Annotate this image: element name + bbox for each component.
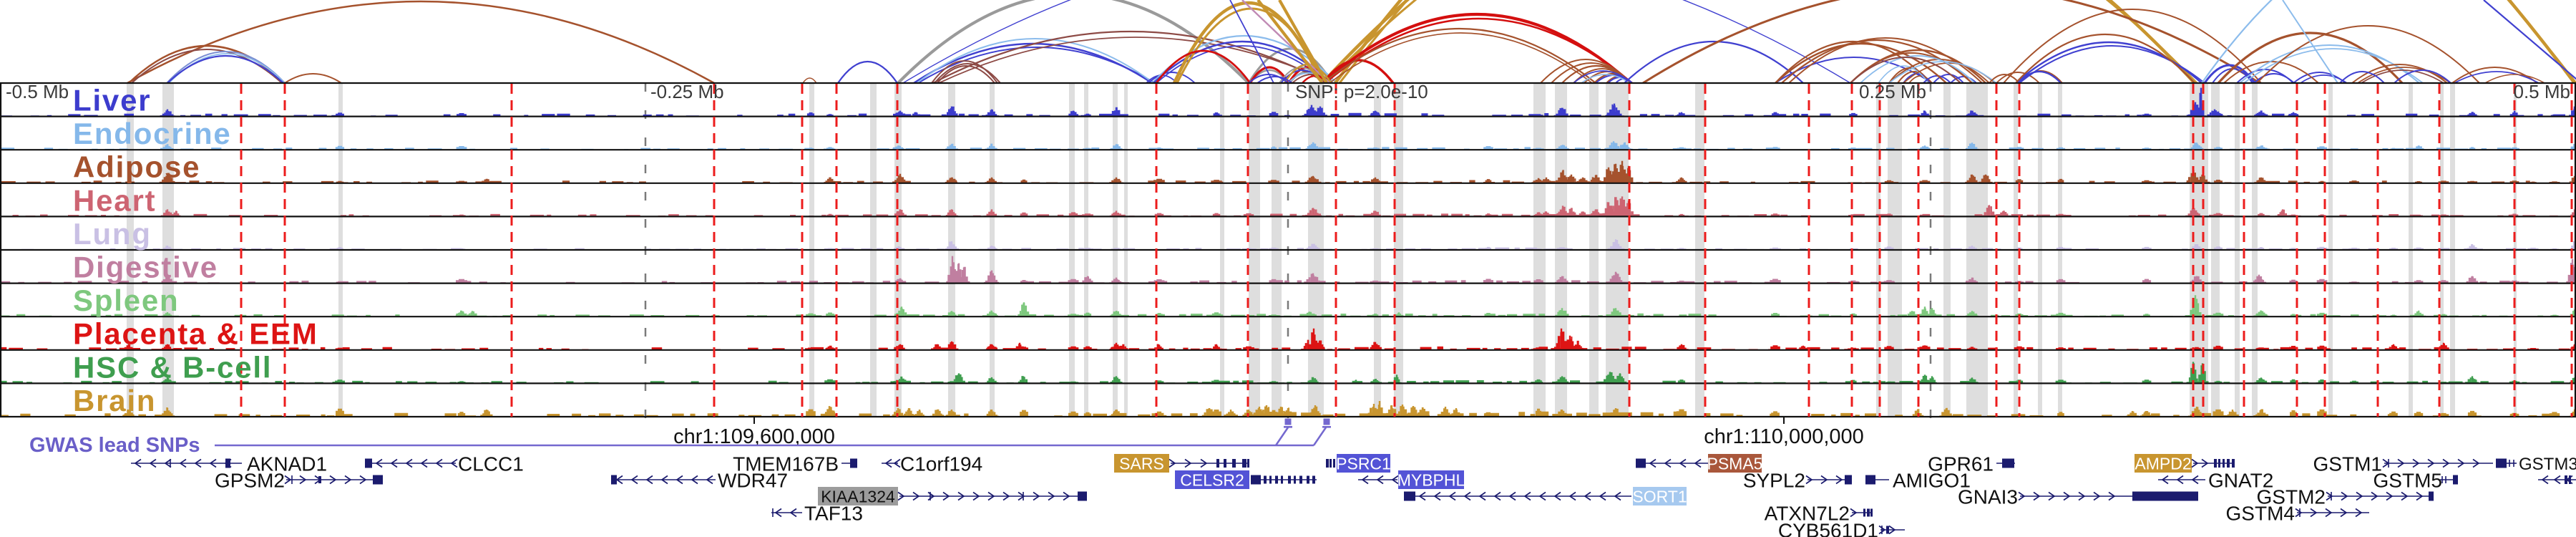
svg-text:AKNAD1: AKNAD1 [247, 453, 327, 475]
svg-text:Heart: Heart [73, 183, 156, 217]
svg-text:KIAA1324: KIAA1324 [821, 488, 895, 506]
svg-text:-0.5 Mb: -0.5 Mb [6, 81, 69, 102]
svg-text:SNP: p=2.0e-10: SNP: p=2.0e-10 [1295, 81, 1428, 102]
svg-text:GWAS lead SNPs: GWAS lead SNPs [29, 434, 200, 457]
svg-text:WDR47: WDR47 [718, 470, 788, 492]
svg-text:PSRC1: PSRC1 [1336, 455, 1391, 473]
svg-text:GPSM2: GPSM2 [215, 470, 285, 492]
svg-text:chr1:110,000,000: chr1:110,000,000 [1704, 425, 1864, 448]
svg-text:HSC & B-cell: HSC & B-cell [73, 350, 272, 384]
svg-text:GNAI3: GNAI3 [1958, 486, 2018, 508]
svg-text:PSMA5: PSMA5 [1707, 455, 1763, 473]
svg-text:Placenta & EEM: Placenta & EEM [73, 317, 318, 351]
svg-text:GSTM2: GSTM2 [2257, 486, 2326, 508]
svg-text:SARS: SARS [1119, 455, 1164, 473]
svg-text:Liver: Liver [73, 84, 151, 117]
svg-text:GSTM5: GSTM5 [2373, 470, 2442, 492]
svg-text:chr1:109,600,000: chr1:109,600,000 [673, 425, 835, 448]
svg-text:Lung: Lung [73, 217, 152, 251]
svg-text:Adipose: Adipose [73, 150, 200, 184]
svg-text:0.5 Mb: 0.5 Mb [2514, 81, 2571, 102]
svg-text:GPR61: GPR61 [1928, 453, 1994, 475]
svg-text:SORT1: SORT1 [1632, 488, 1687, 506]
svg-text:Spleen: Spleen [73, 284, 180, 317]
svg-text:Endocrine: Endocrine [73, 117, 232, 150]
svg-text:GSTM1: GSTM1 [2313, 453, 2382, 475]
svg-text:GNAT2: GNAT2 [2208, 470, 2273, 492]
svg-text:AMIGO1: AMIGO1 [1893, 470, 1971, 492]
svg-text:SYPL2: SYPL2 [1743, 470, 1805, 492]
svg-text:Brain: Brain [73, 384, 156, 417]
svg-text:AMPD2: AMPD2 [2135, 455, 2191, 473]
svg-text:TAF13: TAF13 [804, 503, 863, 525]
svg-text:CELSR2: CELSR2 [1180, 471, 1244, 490]
svg-text:Digestive: Digestive [73, 251, 218, 284]
svg-text:0.25 Mb: 0.25 Mb [1859, 81, 1926, 102]
svg-text:C1orf194: C1orf194 [900, 453, 982, 475]
svg-text:CYB561D1: CYB561D1 [1778, 520, 1878, 537]
svg-text:MYBPHL: MYBPHL [1397, 471, 1465, 490]
svg-text:GSTM4: GSTM4 [2226, 503, 2295, 525]
svg-text:CLCC1: CLCC1 [458, 453, 524, 475]
svg-text:TMEM167B: TMEM167B [733, 453, 839, 475]
svg-text:ATXN7L2: ATXN7L2 [1765, 503, 1850, 525]
svg-text:GSTM3: GSTM3 [2519, 455, 2576, 474]
svg-text:-0.25 Mb: -0.25 Mb [650, 81, 724, 102]
